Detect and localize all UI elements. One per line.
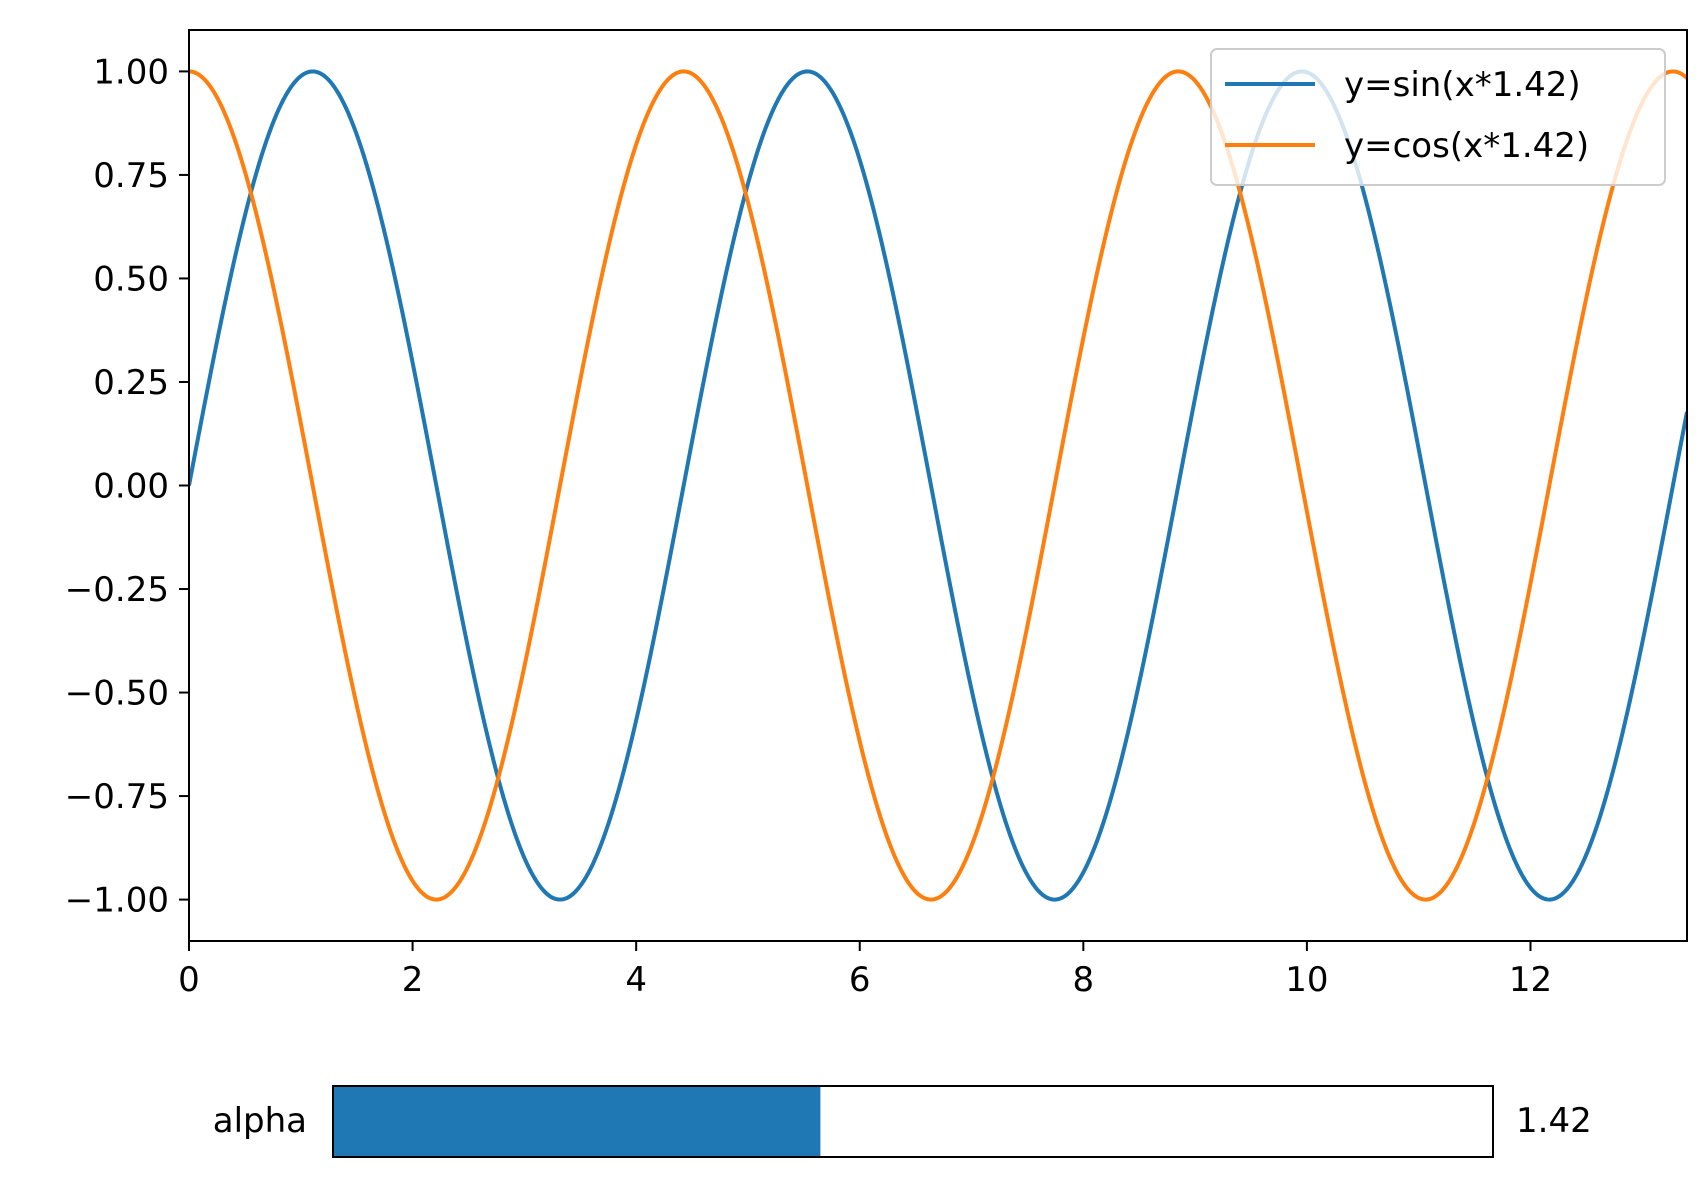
x-tick-label: 10	[1285, 960, 1328, 1000]
x-tick-label: 4	[625, 960, 647, 1000]
legend-box	[1210, 48, 1666, 186]
alpha-slider[interactable]: alpha 1.42	[213, 1085, 1592, 1158]
series-line-sin	[189, 69, 1687, 902]
legend-label-sin: y=sin(x*1.42)	[1344, 65, 1581, 105]
legend-label-cos: y=cos(x*1.42)	[1344, 126, 1589, 166]
y-tick-label: 0.50	[93, 259, 169, 299]
y-tick-label: −0.50	[65, 674, 169, 714]
legend: y=sin(x*1.42) y=cos(x*1.42)	[1210, 48, 1666, 186]
series-layer	[189, 69, 1687, 902]
x-tick-label: 6	[849, 960, 871, 1000]
x-tick-label: 2	[402, 960, 424, 1000]
x-tick-label: 0	[178, 960, 200, 1000]
y-tick-label: −1.00	[65, 881, 169, 921]
series-line-cos	[189, 69, 1687, 902]
y-tick-label: 0.75	[93, 156, 169, 196]
y-tick-label: 0.00	[93, 467, 169, 507]
slider-label: alpha	[213, 1101, 307, 1141]
y-tick-label: 0.25	[93, 363, 169, 403]
y-tick-label: −0.75	[65, 777, 169, 817]
y-tick-label: 1.00	[93, 52, 169, 92]
y-tick-label: −0.25	[65, 570, 169, 610]
x-axis: 0 2 4 6 8 10 12	[178, 941, 1552, 1000]
slider-fill[interactable]	[334, 1087, 821, 1156]
y-axis: 1.00 0.75 0.50 0.25 0.00 −0.25 −0.50 −0.75 −1.00	[65, 52, 189, 921]
plot-area: 0 2 4 6 8 10 12 1.00 0.75 0.50 0.25 0.00 −0.25 −0.50…	[65, 29, 1688, 1000]
x-tick-label: 12	[1509, 960, 1552, 1000]
slider-value: 1.42	[1516, 1101, 1592, 1141]
x-tick-label: 8	[1073, 960, 1095, 1000]
